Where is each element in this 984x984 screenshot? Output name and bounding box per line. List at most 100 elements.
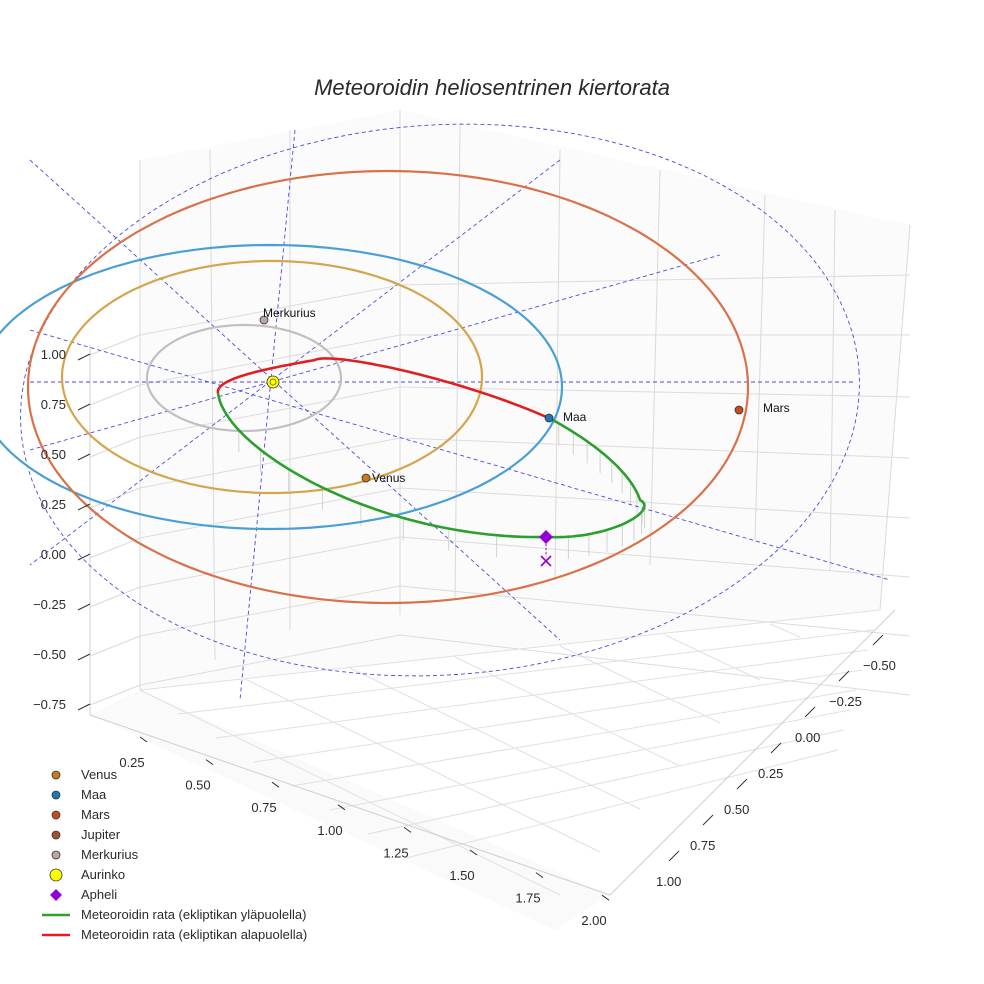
grid-line-horizontal [139, 487, 911, 539]
orbit-merkurius [145, 323, 343, 433]
z-axis-tick-label: 1.00 [41, 347, 66, 362]
z-axis-tick-label: 0.00 [41, 547, 66, 562]
floor-grid-line [177, 629, 875, 715]
y-axis-tick-label: −0.50 [863, 658, 896, 673]
floor-grid-line [139, 689, 561, 896]
aphelion-projection-marker [540, 555, 552, 567]
floor-grid-line [329, 709, 851, 811]
grid-line-vertical [454, 124, 461, 601]
ecliptic-radial-line [239, 129, 296, 701]
x-axis-tick-label: 1.25 [383, 845, 408, 860]
ecliptic-outer-ellipse [20, 123, 860, 677]
z-axis-tick-mark [77, 653, 91, 661]
x-axis-tick-mark [601, 894, 610, 901]
grid-line-horizontal [139, 634, 911, 696]
orbit-maa [0, 243, 564, 531]
legend-label: Apheli [81, 887, 117, 902]
body-mars [734, 405, 744, 415]
x-axis-tick-mark [139, 736, 148, 743]
axis-edge-x [89, 714, 611, 896]
legend-label: Meteoroidin rata (ekliptikan alapuolella… [81, 927, 307, 942]
chart-title: Meteoroidin heliosentrinen kiertorata [314, 75, 670, 100]
y-axis-tick-label: −0.25 [829, 694, 862, 709]
grid-line-horizontal [89, 586, 141, 608]
grid-line-horizontal [89, 436, 141, 458]
ecliptic-reference-lines [20, 123, 891, 701]
grid-line-horizontal [89, 334, 141, 356]
floor-grid-line [367, 729, 845, 835]
grid-line-vertical [649, 169, 661, 566]
body-merkurius [259, 315, 269, 325]
body-label-maa: Maa [563, 410, 587, 424]
z-axis-tick-label: −0.75 [33, 697, 66, 712]
y-axis-tick-label: 0.75 [690, 838, 715, 853]
body-aurinko [266, 375, 280, 389]
legend-label: Maa [81, 787, 107, 802]
floor-pane [90, 690, 610, 930]
grid-line-horizontal [139, 334, 910, 386]
legend-swatch-diamond [50, 889, 62, 901]
ecliptic-radial-line [29, 159, 561, 641]
x-axis-tick-label: 0.50 [185, 778, 210, 793]
legend: Venus Maa Mars Jupiter Merkurius Aurinko Aphel… [42, 767, 307, 942]
body-label-mars: Mars [763, 401, 790, 415]
legend-swatch-circle [51, 810, 61, 820]
back-pane [140, 110, 910, 690]
grid-line-horizontal [139, 585, 911, 637]
x-axis-tick-label: 0.75 [251, 800, 276, 815]
meteoroid-orbit-below [216, 357, 550, 420]
grid-line-horizontal [89, 684, 141, 706]
legend-label: Aurinko [81, 867, 125, 882]
grid-line-vertical [754, 194, 766, 541]
y-axis-tick-label: 0.25 [758, 766, 783, 781]
z-axis-tick-mark [77, 403, 91, 411]
y-axis-tick-mark [872, 634, 884, 646]
z-axis-tick-mark [77, 353, 91, 361]
z-axis-tick-label: 0.50 [41, 447, 66, 462]
grid-line-horizontal [89, 635, 141, 657]
axis-panes [90, 110, 910, 930]
floor-grid-line [291, 689, 857, 787]
z-axis-tick-mark [77, 503, 91, 511]
floor-grid-line [559, 645, 721, 724]
axis-edge-y [609, 609, 896, 896]
x-axis-tick-mark [337, 804, 346, 811]
grid-line-horizontal [89, 384, 141, 406]
legend-swatch-circle [51, 770, 61, 780]
ecliptic-radial-line [29, 159, 561, 566]
legend-label: Meteoroidin rata (ekliptikan yläpuolella… [81, 907, 306, 922]
orbit-mars [26, 169, 750, 605]
body-label-venus: Venus [372, 471, 405, 485]
ecliptic-radial-line [29, 254, 721, 451]
legend-label: Merkurius [81, 847, 139, 862]
x-axis-tick-label: 1.50 [449, 868, 474, 883]
z-axis-tick-mark [77, 453, 91, 461]
meteoroid-orbit-above [216, 392, 646, 539]
floor-grid-line [139, 609, 881, 691]
x-axis-tick-mark [535, 872, 544, 879]
z-axis-tick-label: 0.25 [41, 497, 66, 512]
z-axis-tick-mark [77, 703, 91, 711]
y-axis-tick-mark [804, 706, 816, 718]
bodies: Venus Maa Mars Merkurius [259, 306, 790, 567]
z-axis-tick-label: −0.50 [33, 647, 66, 662]
y-axis-tick-mark [668, 850, 680, 862]
grid-line-horizontal [89, 487, 141, 509]
y-axis-tick-mark [736, 778, 748, 790]
floor-grid-line [664, 634, 761, 681]
floor-grid-line [405, 749, 839, 859]
grid-line-vertical [829, 209, 836, 571]
legend-label: Venus [81, 767, 118, 782]
floor-grid-line [349, 667, 641, 810]
floor-grid-line [253, 669, 863, 763]
body-venus [361, 473, 371, 483]
planet-orbits [0, 169, 750, 605]
z-axis-tick-mark [77, 603, 91, 611]
legend-label: Jupiter [81, 827, 121, 842]
y-axis-tick-label: 0.00 [795, 730, 820, 745]
x-axis-tick-mark [271, 781, 280, 788]
legend-swatch-circle [49, 868, 63, 882]
body-maa [544, 413, 554, 423]
z-axis-tick-label: 0.75 [41, 397, 66, 412]
